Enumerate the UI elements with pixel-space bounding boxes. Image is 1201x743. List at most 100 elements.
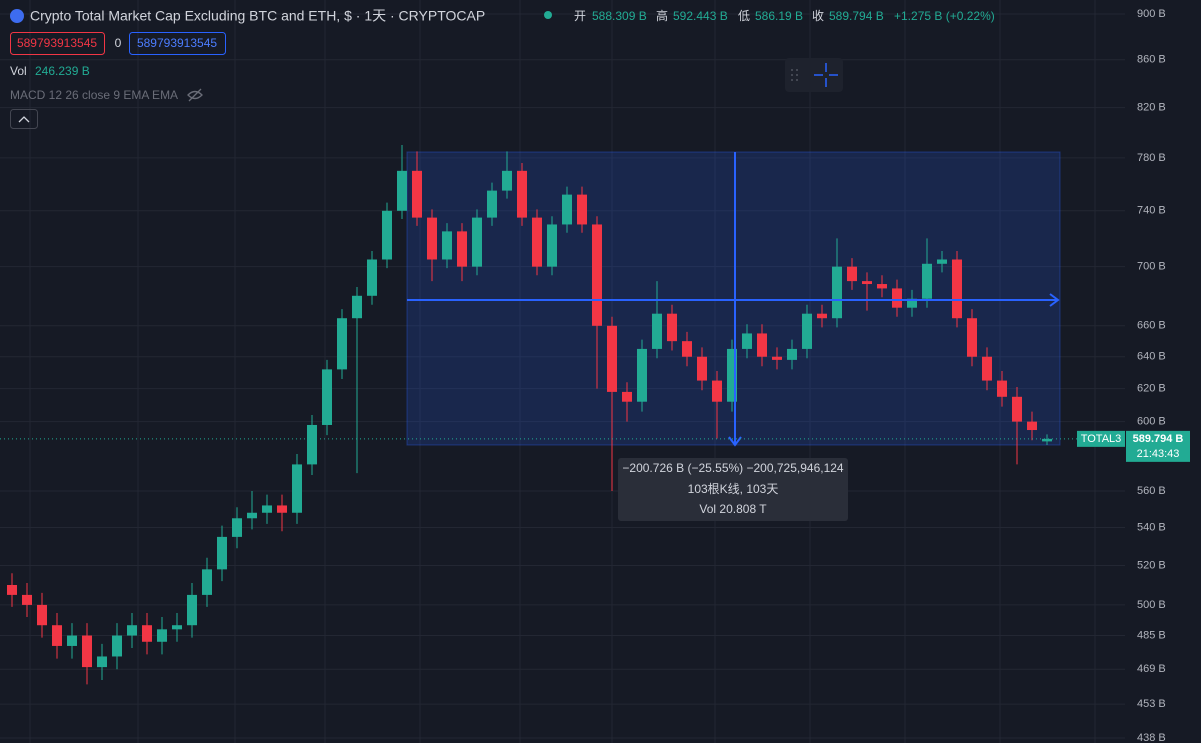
ohlc-label: 收: [812, 9, 824, 23]
grid: [0, 13, 1125, 739]
candle-body: [967, 318, 977, 357]
last-price: TOTAL3 589.794 B 21:43:43: [0, 430, 1190, 462]
candle-body: [517, 170, 527, 218]
candle-body: [727, 348, 737, 402]
badge[interactable]: [129, 32, 226, 55]
candle-body: [937, 259, 947, 264]
candle-body: [367, 259, 377, 296]
badge-text: 589793913545: [17, 36, 97, 50]
y-tick-label: 820 B: [1137, 101, 1166, 113]
chart-title[interactable]: Crypto Total Market Cap Excluding BTC an…: [30, 8, 485, 24]
crosshair-tool[interactable]: [814, 63, 838, 87]
arrow-head: [728, 436, 742, 447]
ohlc-value: 586.19 B: [755, 9, 803, 23]
candle-body: [682, 341, 692, 357]
candle-body: [532, 217, 542, 267]
candle-body: [307, 424, 317, 465]
candle-body: [847, 266, 857, 282]
y-tick-label: 485 B: [1137, 629, 1166, 641]
candle-body: [202, 569, 212, 595]
indicator[interactable]: MACD 12 26 close 9 EMA EMA: [10, 88, 178, 102]
ohlc-label: 低: [738, 9, 750, 23]
chevron: [18, 116, 30, 123]
candle-body: [697, 356, 707, 381]
status-dot: [544, 11, 552, 19]
candle-body: [262, 505, 272, 513]
y-tick-label: 438 B: [1137, 732, 1166, 743]
measure-tooltip: [618, 458, 848, 521]
candle-body: [157, 629, 167, 642]
candle-body: [1012, 396, 1022, 422]
y-tick-label: 640 B: [1137, 351, 1166, 363]
candle-body: [982, 356, 992, 381]
candle-body: [337, 318, 347, 370]
drag-handle[interactable]: [791, 69, 798, 81]
candle-body: [322, 369, 332, 425]
measure-text: 103根K线, 103天: [688, 482, 779, 496]
candle-body: [82, 635, 92, 668]
time-grid: [29, 0, 1096, 743]
candle-body: [352, 295, 362, 319]
ohlc-value: 589.794 B: [829, 9, 884, 23]
candle-body: [742, 333, 752, 349]
ohlc-value: 588.309 B: [592, 9, 647, 23]
candle-body: [427, 217, 437, 260]
candle-body: [142, 625, 152, 642]
candle-body: [922, 263, 932, 299]
candle-body: [547, 224, 557, 267]
candle-body: [712, 380, 722, 402]
measure-text: −200.726 B (−25.55%) −200,725,946,124: [622, 461, 844, 475]
ohlc-value: 592.443 B: [673, 9, 728, 23]
volume-value: 246.239 B: [35, 64, 90, 78]
candle-body: [37, 604, 47, 626]
candle-body: [397, 170, 407, 211]
collapse-button[interactable]: [10, 109, 38, 129]
candle-body: [247, 512, 257, 519]
symbol-icon: [10, 9, 24, 23]
y-tick-label: 520 B: [1137, 559, 1166, 571]
change: +1.275 B (+0.22%): [894, 9, 995, 23]
symbol-text: TOTAL3: [1081, 433, 1122, 445]
badge-text: 0: [115, 36, 122, 50]
candle-body: [667, 313, 677, 342]
y-tick-label: 660 B: [1137, 320, 1166, 332]
eye-icon[interactable]: [187, 88, 203, 102]
candles: [7, 145, 1052, 685]
y-tick-label: 700 B: [1137, 261, 1166, 273]
axis-labels: 900 B 860 B 820 B 780 B 740 B 700 B 660 B 640 B…: [1137, 8, 1166, 743]
candle-body: [577, 194, 587, 225]
candle-body: [412, 170, 422, 218]
candle-body: [292, 464, 302, 513]
badge-text: 589793913545: [137, 36, 217, 50]
candle-body: [127, 625, 137, 636]
volume-label: Vol: [10, 64, 27, 78]
candle-body: [7, 585, 17, 595]
badge[interactable]: [10, 32, 105, 55]
candle-body: [817, 313, 827, 319]
candle-body: [442, 231, 452, 260]
candle-body: [772, 356, 782, 360]
y-tick-label: 900 B: [1137, 8, 1166, 20]
candle-body: [952, 259, 962, 319]
candle-body: [112, 635, 122, 657]
arrow-head: [1049, 293, 1060, 307]
candle-body: [607, 325, 617, 392]
ohlc-label: 高: [656, 8, 668, 23]
candle-body: [472, 217, 482, 267]
candle-body: [67, 635, 77, 646]
candle-body: [97, 656, 107, 668]
y-tick-label: 780 B: [1137, 152, 1166, 164]
candle-body: [652, 313, 662, 349]
candle-body: [172, 625, 182, 630]
candle-body: [502, 170, 512, 191]
ohlc-label: 开: [574, 9, 586, 23]
candle-body: [832, 266, 842, 319]
candle-body: [22, 594, 32, 605]
candle-body: [1042, 438, 1052, 442]
y-tick-label: 860 B: [1137, 54, 1166, 66]
candle-body: [217, 536, 227, 570]
y-tick-label: 453 B: [1137, 698, 1166, 710]
